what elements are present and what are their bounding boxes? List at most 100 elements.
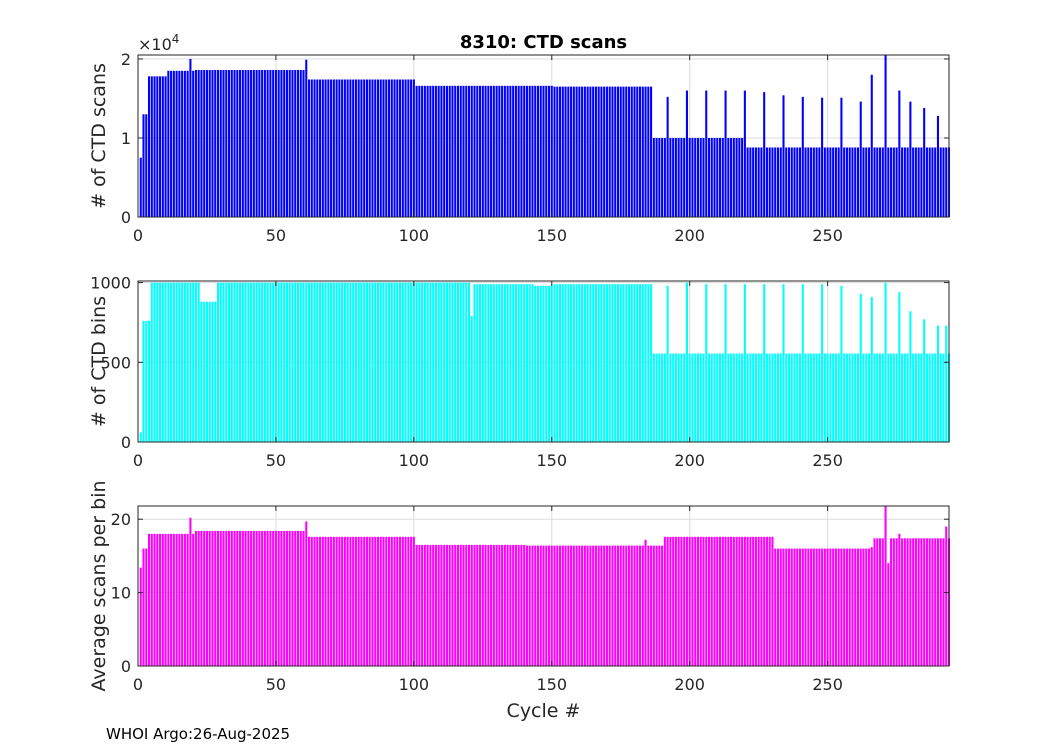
bar: [536, 85, 540, 217]
bar: [787, 548, 791, 666]
bar: [589, 545, 592, 666]
bar: [192, 282, 195, 442]
bar: [170, 282, 173, 442]
y-axis-label: Average scans per bin: [88, 480, 110, 691]
bar: [247, 70, 250, 217]
bar: [561, 284, 564, 442]
bar: [214, 530, 217, 666]
bar: [575, 284, 578, 442]
bar: [851, 548, 854, 666]
bar: [790, 353, 793, 442]
bar: [283, 530, 286, 666]
bar: [349, 282, 352, 442]
bar: [396, 536, 399, 666]
bar: [564, 284, 567, 442]
bar: [139, 157, 142, 217]
bar: [936, 115, 939, 217]
bar: [164, 533, 167, 666]
bar: [216, 282, 220, 442]
bar: [379, 79, 382, 217]
x-tick-label: 100: [399, 675, 430, 694]
bar: [821, 548, 824, 666]
bar: [145, 548, 148, 666]
bar: [914, 538, 917, 666]
bar: [583, 284, 586, 442]
bar: [928, 538, 931, 666]
bar: [492, 85, 495, 217]
bar: [550, 545, 553, 666]
bar: [316, 79, 319, 217]
bar: [688, 353, 691, 442]
bar: [335, 536, 338, 666]
bar: [804, 147, 807, 217]
bar: [387, 536, 391, 666]
bar: [691, 353, 694, 442]
bar: [305, 59, 308, 217]
bar: [603, 545, 606, 666]
bar: [181, 70, 184, 217]
bar: [365, 282, 368, 442]
bar: [341, 536, 344, 666]
bar: [561, 86, 564, 217]
bar: [768, 353, 771, 442]
bar: [222, 70, 225, 217]
bar: [228, 530, 231, 666]
bar: [214, 301, 217, 442]
bar: [713, 353, 716, 442]
bar: [934, 538, 937, 666]
bar: [523, 284, 526, 442]
bar: [732, 536, 735, 666]
bar: [823, 548, 826, 666]
bar: [512, 544, 515, 666]
y-tick-label: 0: [121, 657, 131, 676]
bar: [741, 137, 744, 217]
bar: [319, 79, 322, 217]
bar: [454, 282, 457, 442]
bar: [205, 301, 208, 442]
bar: [879, 147, 882, 217]
bar: [892, 353, 895, 442]
bar: [724, 284, 727, 442]
bar: [903, 538, 906, 666]
bar: [727, 353, 730, 442]
bar: [862, 147, 865, 217]
bar: [327, 282, 330, 442]
bar: [627, 284, 631, 442]
bar: [501, 544, 504, 666]
bar: [586, 545, 589, 666]
bar: [327, 79, 330, 217]
bar: [661, 137, 664, 217]
bar: [721, 353, 724, 442]
bar: [688, 137, 691, 217]
bar: [765, 147, 768, 217]
bar: [614, 545, 617, 666]
bar: [716, 137, 719, 217]
bar: [754, 353, 757, 442]
bar: [462, 544, 465, 666]
bar: [917, 147, 920, 217]
bar: [865, 353, 868, 442]
bar: [421, 85, 424, 217]
bar: [503, 85, 506, 217]
bar: [738, 137, 741, 217]
bar: [205, 530, 208, 666]
bar: [688, 536, 691, 666]
bar: [834, 147, 837, 217]
bar: [274, 530, 277, 666]
bar: [793, 147, 796, 217]
bar: [338, 282, 341, 442]
bar: [942, 353, 945, 442]
bar: [305, 521, 308, 666]
bar: [194, 530, 197, 666]
bar: [832, 147, 835, 217]
bar: [467, 544, 471, 666]
bar: [382, 536, 385, 666]
bar: [352, 536, 355, 666]
bar: [498, 85, 501, 217]
bar: [445, 544, 448, 666]
bar: [787, 147, 791, 217]
multiplier-base: ×10: [138, 35, 172, 54]
bar: [611, 284, 614, 442]
bar: [823, 353, 826, 442]
bar: [164, 282, 167, 442]
